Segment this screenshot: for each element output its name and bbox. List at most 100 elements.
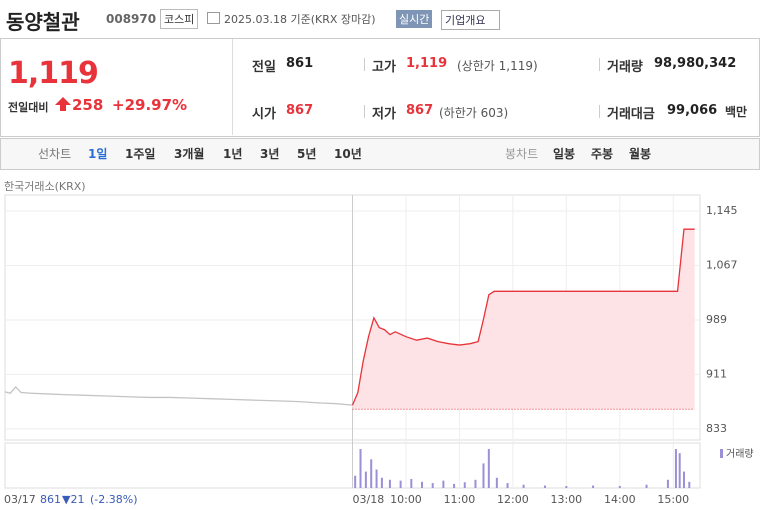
x-tick-label: 03/17	[4, 493, 36, 506]
volume-bar	[543, 485, 546, 488]
tab[interactable]: 일봉	[553, 147, 576, 161]
tab-label[interactable]: 봉차트	[505, 147, 539, 161]
x-tick-label: 11:00	[444, 493, 476, 506]
volume-bar	[410, 478, 413, 488]
volume-legend: 거래량	[726, 448, 754, 460]
sep	[599, 105, 600, 118]
volume-legend-swatch	[720, 449, 723, 458]
volume-bar	[666, 479, 669, 488]
cell-label: 거래량	[607, 60, 643, 75]
volume-bar	[380, 477, 383, 488]
cell-value: 867	[406, 103, 434, 118]
cell-value: 867	[286, 103, 314, 118]
volume-bar	[678, 453, 681, 488]
volume-bar	[482, 463, 485, 488]
up-arrow	[55, 97, 71, 111]
sep	[599, 58, 600, 71]
x-tick-label: 15:00	[657, 493, 689, 506]
cell-label: 저가	[372, 107, 396, 122]
price-line	[351, 228, 695, 406]
prev-change-pct: (-2.38%)	[90, 493, 138, 506]
cell-note: (하한가 603)	[439, 106, 509, 120]
volume-bar	[506, 483, 509, 488]
volume-bar	[674, 449, 677, 488]
y-tick-label: 833	[706, 422, 727, 435]
sep	[364, 58, 365, 71]
volume-bar	[364, 471, 367, 488]
volume-bar	[682, 471, 685, 488]
market-badge: 코스피	[160, 9, 199, 29]
cell-label: 거래대금	[607, 107, 655, 122]
quote-panel	[0, 38, 760, 137]
price-line	[4, 385, 353, 406]
tab[interactable]: 3개월	[174, 147, 205, 161]
tab-bar	[0, 138, 760, 170]
y-tick-label: 989	[706, 313, 727, 326]
volume-bar	[354, 475, 357, 488]
volume-bar	[592, 485, 595, 488]
company-button[interactable]: 기업개요	[441, 10, 501, 30]
volume-bar	[431, 483, 434, 488]
tab[interactable]: 1년	[223, 147, 243, 161]
cell-value: 98,980,342	[654, 56, 737, 71]
tab[interactable]: 1일	[88, 147, 108, 161]
tab[interactable]: 5년	[297, 147, 317, 161]
change-pct: +29.97%	[112, 96, 188, 114]
volume-bar	[495, 477, 498, 488]
cell-value: 99,066	[667, 103, 718, 118]
x-tick-label: 03/18	[353, 493, 385, 506]
divider	[232, 39, 233, 135]
x-tick-label: 10:00	[390, 493, 422, 506]
volume-bar	[565, 485, 568, 488]
volume-bar	[474, 479, 477, 488]
volume-bar	[442, 480, 445, 488]
y-tick-label: 911	[706, 367, 727, 380]
area	[352, 229, 695, 410]
change: 258	[72, 96, 104, 114]
y-tick-label: 1,145	[706, 204, 738, 217]
tab[interactable]: 주봉	[591, 147, 614, 161]
volume-bar	[453, 483, 456, 488]
stock-name: 동양철관	[6, 10, 80, 34]
stock-code: 008970	[106, 12, 157, 26]
volume-bar	[463, 482, 466, 488]
cell-label: 시가	[252, 107, 276, 122]
cell-unit: 백만	[725, 105, 748, 119]
tab[interactable]: 3년	[260, 147, 280, 161]
chart: 한국거래소(KRX) 1,145 1,067 989 911 833 03/17 03/18…	[4, 180, 754, 506]
x-tick-label: 14:00	[604, 493, 636, 506]
realtime-button[interactable]: 실시간	[396, 10, 433, 28]
x-tick-label: 12:00	[497, 493, 529, 506]
calendar-icon	[207, 12, 220, 24]
cell-label: 고가	[372, 60, 396, 75]
tab[interactable]: 월봉	[629, 147, 652, 161]
source: 한국거래소(KRX)	[4, 180, 86, 193]
tab[interactable]: 1주일	[125, 147, 156, 161]
cell-note: (상한가 1,119)	[457, 59, 538, 73]
cell-value: 1,119	[406, 56, 448, 71]
volume-bar	[688, 481, 691, 488]
volume-bar	[375, 469, 378, 488]
volume-bar	[359, 449, 362, 488]
volume-bar	[399, 480, 402, 488]
sep	[364, 105, 365, 118]
volume-bar	[487, 449, 490, 488]
volume-bar	[370, 459, 373, 488]
cell-label: 전일	[252, 60, 276, 75]
tab[interactable]: 10년	[334, 147, 362, 161]
x-tick-label: 13:00	[550, 493, 582, 506]
volume-bar	[421, 481, 423, 488]
change-label: 전일대비	[8, 101, 49, 114]
price: 1,119	[8, 56, 99, 91]
volume-bar	[618, 485, 621, 488]
volume-bar	[645, 484, 648, 488]
prev-close: 861	[40, 493, 61, 506]
volume-bar	[522, 484, 525, 488]
y-tick-label: 1,067	[706, 258, 738, 271]
tab-label[interactable]: 선차트	[38, 147, 72, 161]
date: 2025.03.18 기준(KRX 장마감)	[224, 13, 376, 26]
prev-change: ▼21	[62, 493, 84, 506]
cell-value: 861	[286, 56, 314, 71]
volume-bar	[388, 479, 391, 488]
